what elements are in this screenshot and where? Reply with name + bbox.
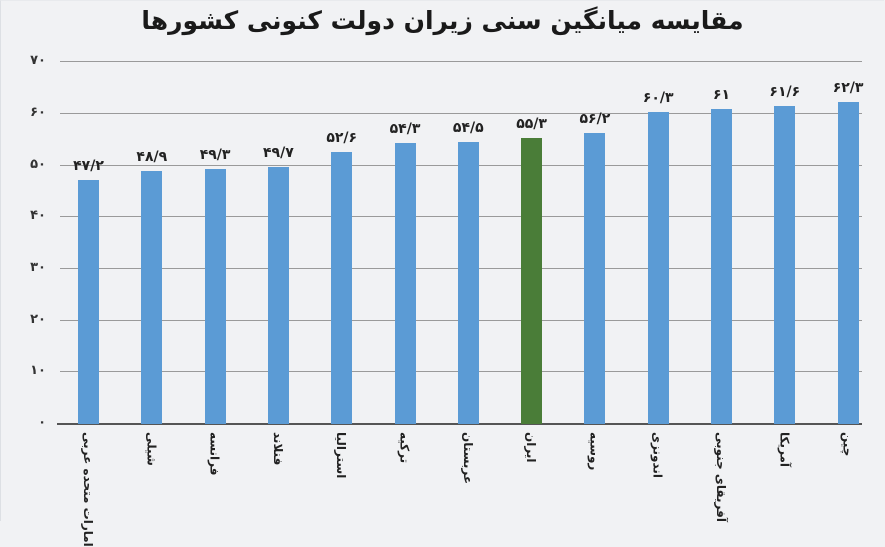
x-category-label: آمریکا (777, 432, 792, 467)
y-tick-label: ۵۰ (30, 156, 46, 172)
y-tick-label: ۳۰ (30, 259, 46, 275)
plot-area: ۰ ۱۰ ۲۰ ۳۰ ۴۰ ۵۰ ۶۰ ۷۰ ۴۷/۲ امارات متحده عربی ۴۸/۹… (30, 53, 864, 547)
value-label: ۶۲/۳ (832, 79, 864, 96)
value-label: ۴۹/۳ (199, 147, 231, 164)
bar (837, 101, 859, 424)
value-label: ۵۵/۳ (516, 116, 547, 133)
value-label: ۴۹/۷ (263, 145, 294, 162)
bar (774, 105, 796, 424)
value-label: ۶۱/۶ (769, 83, 801, 100)
x-category-label: عربستان (460, 432, 475, 485)
x-category-label: ایران (524, 432, 539, 463)
bar (78, 179, 99, 424)
x-axis-line (57, 423, 862, 425)
chart-frame (0, 0, 1, 521)
value-label: ۵۴/۳ (389, 121, 421, 138)
y-tick-label: ۶۰ (30, 104, 46, 120)
y-tick-label: ۱۰ (30, 363, 46, 379)
bar (521, 138, 543, 424)
value-label: ۴۷/۲ (73, 157, 104, 174)
x-category-label: آفریقای جنوبی (714, 432, 728, 522)
bar (204, 169, 226, 424)
y-tick-label: ۴۰ (30, 208, 46, 224)
x-category-label: امارات متحده عربی (81, 432, 95, 547)
bar (647, 112, 669, 424)
value-label: ۵۴/۵ (452, 120, 484, 137)
x-category-label: شیلی (144, 432, 159, 466)
x-category-label: اندونزی (650, 432, 665, 478)
bar (331, 152, 353, 424)
x-category-label: روسیه (587, 432, 602, 471)
value-label: ۶۰/۳ (642, 90, 674, 107)
y-tick-label: ۲۰ (30, 311, 46, 327)
bar (711, 108, 732, 424)
chart-title: مقایسه میانگین سنی زیران دولت کنونی کشور… (141, 6, 744, 35)
x-category-label: استرالیا (334, 432, 349, 479)
value-label: ۴۸/۹ (136, 149, 168, 166)
x-category-label: ترکیه (397, 432, 412, 464)
gridline (60, 112, 862, 114)
bar (141, 171, 163, 424)
bar (584, 133, 606, 424)
x-category-label: فنلاند (270, 432, 285, 466)
bar (457, 142, 479, 424)
y-tick-label: ۰ (38, 415, 46, 430)
bar (394, 143, 416, 424)
gridline (60, 61, 862, 63)
bar (267, 167, 289, 424)
x-category-label: چین (840, 432, 855, 457)
value-label: ۵۶/۲ (579, 111, 611, 128)
x-category-label: فرانسه (207, 432, 222, 476)
value-label: ۵۲/۶ (326, 130, 358, 147)
value-label: ۶۱ (712, 86, 731, 103)
y-tick-label: ۷۰ (30, 53, 46, 69)
